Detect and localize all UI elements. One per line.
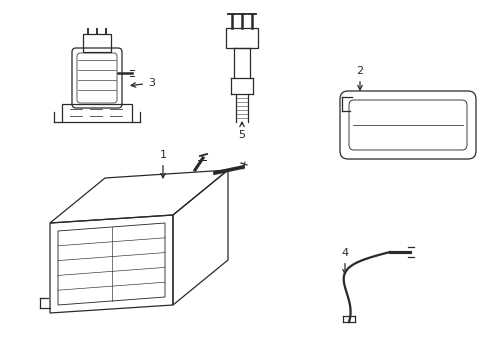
Text: 1: 1 (159, 150, 166, 178)
Text: 3: 3 (131, 78, 155, 88)
Text: 2: 2 (356, 66, 363, 90)
Text: 4: 4 (341, 248, 348, 274)
Text: 5: 5 (238, 122, 245, 140)
